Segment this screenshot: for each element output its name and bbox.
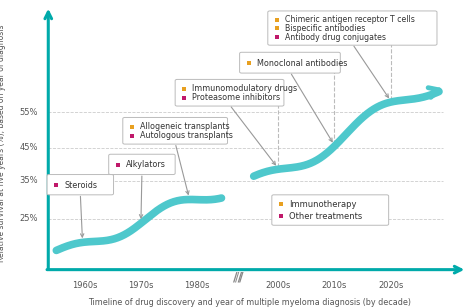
Text: Relative survival at five years (%), based on year of diagnosis: Relative survival at five years (%), bas…: [0, 24, 7, 262]
FancyBboxPatch shape: [240, 52, 340, 73]
Text: Chimeric antigen receptor T cells: Chimeric antigen receptor T cells: [285, 15, 415, 25]
Text: 35%: 35%: [19, 177, 38, 185]
Text: Bispecific antibodies: Bispecific antibodies: [285, 24, 365, 33]
Text: 1980s: 1980s: [184, 281, 210, 290]
Text: 25%: 25%: [20, 214, 38, 223]
Text: Immunomodulatory drugs: Immunomodulatory drugs: [192, 84, 298, 93]
Text: 2020s: 2020s: [378, 281, 403, 290]
Text: Steroids: Steroids: [64, 181, 97, 190]
FancyBboxPatch shape: [268, 11, 437, 45]
Text: Other treatments: Other treatments: [289, 212, 363, 221]
Text: Alkylators: Alkylators: [126, 161, 166, 169]
FancyBboxPatch shape: [123, 118, 228, 144]
FancyBboxPatch shape: [109, 154, 175, 175]
Text: 1960s: 1960s: [72, 281, 97, 290]
Text: Autologous transplants: Autologous transplants: [140, 131, 233, 140]
Text: Immunotherapy: Immunotherapy: [289, 200, 356, 209]
FancyBboxPatch shape: [175, 80, 284, 106]
Text: //: //: [233, 271, 242, 284]
Text: Monoclonal antibodies: Monoclonal antibodies: [257, 59, 347, 68]
Text: 45%: 45%: [20, 143, 38, 152]
Text: $\!\!/$/: $\!\!/$/: [234, 270, 245, 284]
Text: Allogeneic transplants: Allogeneic transplants: [140, 122, 230, 131]
Text: Antibody drug conjugates: Antibody drug conjugates: [285, 33, 386, 41]
Text: 55%: 55%: [20, 108, 38, 117]
FancyBboxPatch shape: [272, 195, 389, 225]
Text: Proteasome inhibitors: Proteasome inhibitors: [192, 93, 281, 102]
FancyBboxPatch shape: [47, 175, 114, 195]
Text: 2000s: 2000s: [265, 281, 291, 290]
Text: Timeline of drug discovery and year of multiple myeloma diagnosis (by decade): Timeline of drug discovery and year of m…: [88, 297, 411, 307]
Text: 2010s: 2010s: [321, 281, 347, 290]
Text: 1970s: 1970s: [128, 281, 154, 290]
